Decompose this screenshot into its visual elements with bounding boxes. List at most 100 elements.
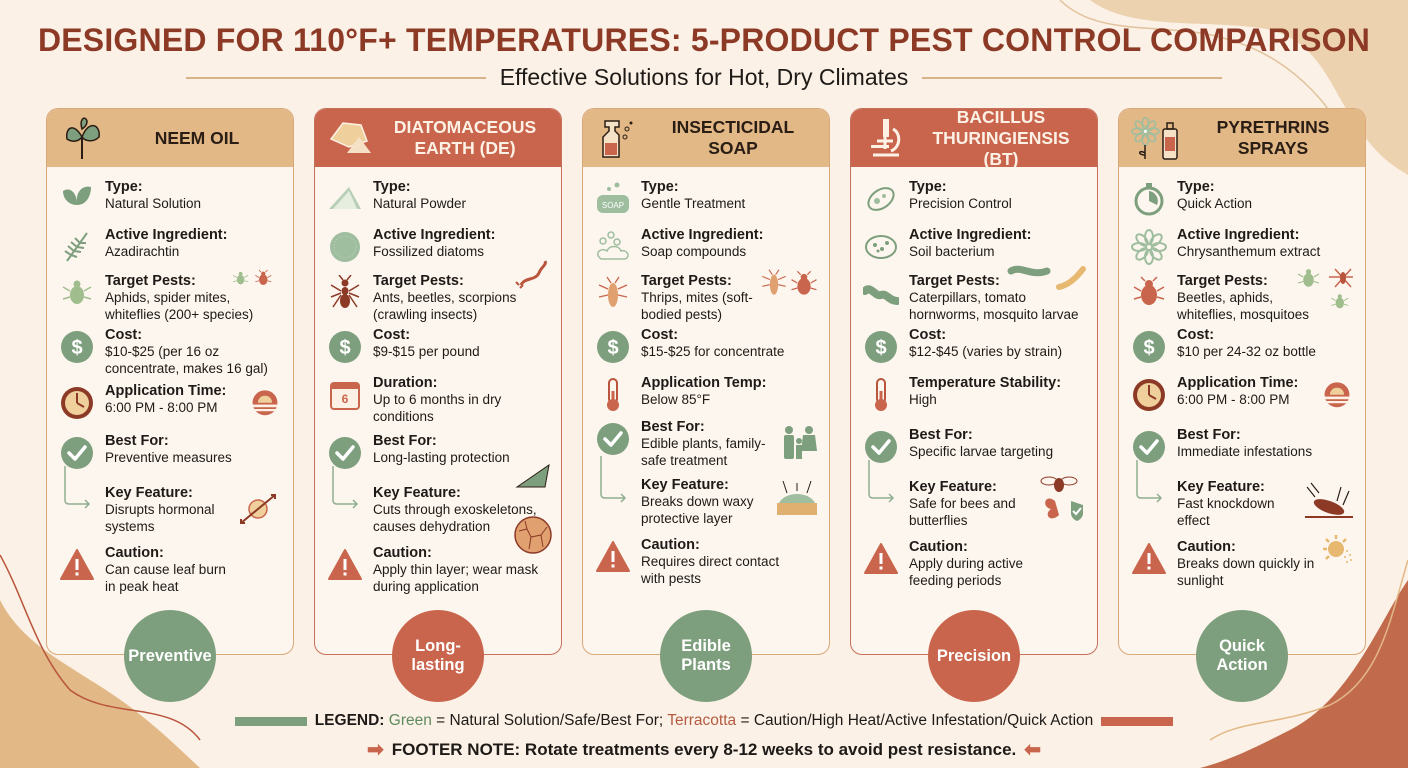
row-value: Breaks down quickly in sunlight [1177, 556, 1315, 588]
row-value: Chrysanthemum extract [1177, 244, 1321, 259]
chrysanthemum-icon [1131, 229, 1167, 265]
row-value: Apply thin layer; wear mask during appli… [373, 562, 539, 594]
row-value: Precision Control [909, 196, 1012, 211]
row-key-feature: Key Feature: Breaks down waxy protective … [595, 456, 819, 537]
row-value: Breaks down waxy protective layer [641, 494, 754, 526]
footer-note: ➡ FOOTER NOTE: Rotate treatments every 8… [0, 737, 1408, 762]
ant-icon [327, 275, 363, 311]
legend-green-swatch [234, 716, 307, 726]
row-value: Thrips, mites (soft-bodied pests) [641, 290, 753, 322]
divider-right [922, 76, 1223, 79]
row-application-time: Application Time: 6:00 PM - 8:00 PM [59, 383, 283, 433]
warning-icon [327, 547, 363, 583]
product-card-pyrethrins-sprays: PYRETHRINS SPRAYS Type: Quick Action Acti… [1118, 108, 1366, 702]
microscope-icon [863, 115, 909, 161]
row-label: Application Time: [105, 383, 227, 399]
connector-arrow-icon [863, 460, 899, 517]
bugs-icon [59, 275, 95, 311]
warning-icon [595, 539, 631, 575]
card-title: PYRETHRINS SPRAYS [1216, 117, 1330, 158]
row-value: Beetles, aphids, whiteflies, mosquitoes [1177, 290, 1310, 322]
card-header: NEEM OIL [47, 109, 293, 167]
row-label: Type: [373, 179, 411, 195]
row-best-for: Best For: Long-lasting protection [327, 433, 551, 485]
row-target-pests: Target Pests: Ants, beetles, scorpions (c… [327, 260, 551, 327]
row-label: Caution: [909, 539, 968, 555]
category-badge: Quick Action [1196, 610, 1288, 702]
legend-terracotta-word: Terracotta [667, 712, 737, 729]
stopwatch-icon [1131, 181, 1167, 217]
row-value: $12-$45 (varies by strain) [909, 344, 1063, 359]
row-type: Type: Natural Solution [59, 179, 283, 227]
aphid-mosquito-icon [1295, 265, 1355, 320]
row-target-pests: Target Pests: Beetles, aphids, whiteflies… [1131, 268, 1355, 327]
row-value: Safe for bees and butterflies [909, 496, 1016, 528]
row-label: Best For: [373, 433, 437, 449]
row-label: Caution: [641, 537, 700, 553]
leaf-icon [59, 181, 95, 217]
row-best-for: Best For: Edible plants, family-safe trea… [595, 419, 819, 477]
row-value: Aphids, spider mites, whiteflies (200+ s… [105, 290, 254, 322]
bacterium-icon [863, 181, 899, 217]
product-card-insecticidal-soap: INSECTICIDAL SOAP Type: Gentle Treatment … [582, 108, 830, 702]
bubbles-icon [595, 229, 631, 265]
clock-icon [1131, 377, 1167, 413]
clock-icon [59, 385, 95, 421]
card-header: INSECTICIDAL SOAP [583, 109, 829, 167]
row-value: Requires direct contact with pests [641, 554, 780, 586]
row-value: Disrupts hormonal systems [105, 502, 215, 534]
row-label: Caution: [105, 545, 164, 561]
row-value: Apply during active feeding periods [909, 556, 1024, 588]
card-title: DIATOMACEOUS EARTH (DE) [393, 117, 537, 158]
sun-degrade-icon [1321, 533, 1355, 572]
row-value: Natural Powder [373, 196, 467, 211]
legend-terracotta-swatch [1101, 716, 1174, 726]
warning-icon [59, 547, 95, 583]
card-title: NEEM OIL [154, 127, 240, 148]
row-label: Application Time: [1177, 375, 1299, 391]
row-label: Target Pests: [105, 273, 196, 289]
row-temperature-stability: Temperature Stability: High [863, 375, 1087, 427]
row-cost: Cost: $12-$45 (varies by strain) [863, 327, 1087, 375]
product-card-diatomaceous-earth: DIATOMACEOUS EARTH (DE) Type: Natural Pow… [314, 108, 562, 702]
row-duration: Duration: Up to 6 months in dry condition… [327, 375, 551, 433]
sunset-icon [1321, 377, 1353, 414]
arrow-left-icon: ⬅ [1024, 739, 1042, 761]
row-value: Preventive measures [105, 450, 232, 465]
row-target-pests: Target Pests: Caterpillars, tomato hornwo… [863, 265, 1087, 327]
soap-icon [595, 181, 631, 217]
row-label: Type: [909, 179, 947, 195]
row-label: Type: [641, 179, 679, 195]
row-best-for: Best For: Immediate infestations [1131, 427, 1355, 479]
row-caution: Caution: Requires direct contact with pes… [595, 537, 819, 587]
row-value: Long-lasting protection [373, 450, 510, 465]
row-label: Target Pests: [1177, 273, 1268, 289]
row-value: $10-$25 (per 16 oz concentrate, makes 16… [105, 344, 268, 376]
row-value: Fast knockdown effect [1177, 496, 1275, 528]
row-value: Edible plants, family-safe treatment [641, 436, 766, 468]
connector-arrow-icon [595, 456, 631, 515]
row-label: Cost: [1177, 327, 1215, 343]
card-header: BACILLUS THURINGIENSIS (BT) [851, 107, 1097, 169]
row-label: Cost: [105, 327, 143, 343]
page-title: DESIGNED FOR 110°F+ TEMPERATURES: 5-PROD… [37, 22, 1371, 58]
larvae-icon [1007, 263, 1087, 296]
leaves-icon [59, 115, 105, 161]
row-label: Best For: [641, 419, 705, 435]
blade-icon [515, 463, 551, 494]
row-cost: Cost: $9-$15 per pound [327, 327, 551, 375]
sunset-icon [249, 385, 281, 422]
thermometer-icon [863, 377, 899, 413]
row-label: Cost: [909, 327, 947, 343]
cell-icon [863, 229, 899, 265]
category-badge: Edible Plants [660, 610, 752, 702]
row-label: Target Pests: [373, 273, 464, 289]
row-value: $9-$15 per pound [373, 344, 480, 359]
row-value: Caterpillars, tomato hornworms, mosquito… [909, 290, 1079, 322]
row-value: Soap compounds [641, 244, 747, 259]
mite-icon [231, 267, 279, 300]
row-label: Duration: [373, 375, 438, 391]
hormone-disruption-icon [235, 491, 281, 532]
bee-butterfly-shield-icon [1037, 475, 1087, 528]
row-value: Immediate infestations [1177, 444, 1313, 459]
